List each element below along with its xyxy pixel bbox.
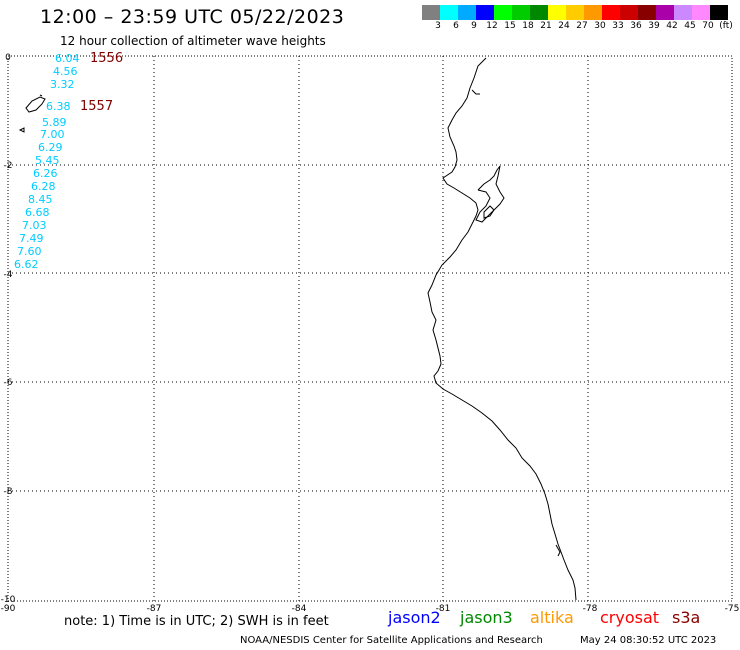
color-swatch <box>692 5 710 20</box>
lon-label-m75: -75 <box>725 604 740 614</box>
lat-label-0: 0 <box>5 53 11 63</box>
wave-height-label: 4.56 <box>53 65 78 78</box>
color-scale-label: 39 <box>648 21 660 31</box>
map-title: 12:00 – 23:59 UTC 05/22/2023 <box>40 6 345 28</box>
color-swatch <box>638 5 656 20</box>
wave-height-label: 8.45 <box>28 193 53 206</box>
color-scale-label: 33 <box>612 21 624 31</box>
color-scale-label: 9 <box>471 21 477 31</box>
footer-credit: NOAA/NESDIS Center for Satellite Applica… <box>240 635 543 646</box>
color-swatch <box>548 5 566 20</box>
color-swatch <box>620 5 638 20</box>
galapagos-small-island <box>18 127 25 133</box>
time-label-1557: 1557 <box>80 99 113 114</box>
legend-jason3: jason3 <box>460 608 513 627</box>
color-swatch <box>458 5 476 20</box>
lon-label-m90: -90 <box>1 604 16 614</box>
color-swatch <box>584 5 602 20</box>
color-scale-label: 70 <box>702 21 714 31</box>
wave-height-label: 6.38 <box>46 100 71 113</box>
color-swatch <box>656 5 674 20</box>
puna-island <box>483 205 495 219</box>
time-label-1556: 1556 <box>90 51 123 66</box>
color-scale-label: 21 <box>540 21 552 31</box>
wave-height-label: 6.26 <box>33 167 58 180</box>
plot-frame <box>7 55 733 602</box>
color-scale-label: 15 <box>504 21 516 31</box>
color-scale-bar <box>422 5 728 20</box>
color-swatch <box>710 5 728 20</box>
river-inlet <box>471 89 480 95</box>
wave-height-label: 6.04 <box>55 52 80 65</box>
color-swatch <box>602 5 620 20</box>
wave-height-label: 7.00 <box>40 128 65 141</box>
color-scale-label: 36 <box>630 21 642 31</box>
lon-label-m84: -84 <box>292 604 307 614</box>
lon-label-m81: -81 <box>436 604 451 614</box>
legend-s3a: s3a <box>672 608 701 627</box>
wave-height-label: 7.03 <box>22 219 47 232</box>
color-scale-label: 27 <box>576 21 588 31</box>
wave-height-label: 6.68 <box>25 206 50 219</box>
map-subtitle: 12 hour collection of altimeter wave hei… <box>60 34 326 48</box>
wave-height-label: 6.29 <box>38 141 63 154</box>
color-swatch <box>512 5 530 20</box>
footer-timestamp: May 24 08:30:52 UTC 2023 <box>580 635 717 646</box>
color-scale-label: 45 <box>684 21 696 31</box>
lat-label-m2: -2 <box>4 161 13 171</box>
wave-height-label: 3.32 <box>50 78 75 91</box>
color-scale-label: (ft) <box>719 21 733 31</box>
lon-label-m87: -87 <box>147 604 162 614</box>
altimeter-track: 6.044.563.32 6.38 5.897.006.295.456.266.28… <box>14 52 80 271</box>
color-scale-label: 24 <box>558 21 570 31</box>
wave-height-label: 7.60 <box>17 245 42 258</box>
wave-height-label: 7.49 <box>19 232 44 245</box>
color-scale-label: 30 <box>594 21 606 31</box>
wave-height-label: 5.89 <box>42 116 67 129</box>
legend-altika: altika <box>530 608 574 627</box>
coastline <box>427 57 577 601</box>
lat-label-m4: -4 <box>4 270 13 280</box>
galapagos-islet <box>39 94 43 97</box>
lat-label-m6: -6 <box>4 378 13 388</box>
wave-height-label: 6.62 <box>14 258 39 271</box>
color-scale-label: 42 <box>666 21 678 31</box>
color-scale-label: 18 <box>522 21 534 31</box>
small-inlet <box>555 544 561 557</box>
color-swatch <box>440 5 458 20</box>
color-swatch <box>476 5 494 20</box>
color-swatch <box>422 5 440 20</box>
wave-height-label: 5.45 <box>35 154 60 167</box>
color-swatch <box>494 5 512 20</box>
color-scale-label: 12 <box>486 21 498 31</box>
color-swatch <box>566 5 584 20</box>
lon-label-m78: -78 <box>583 604 598 614</box>
note-text: note: 1) Time is in UTC; 2) SWH is in fe… <box>64 614 329 629</box>
legend-jason2: jason2 <box>388 608 441 627</box>
color-swatch <box>674 5 692 20</box>
graticule <box>8 56 732 601</box>
lat-label-m10: -10 <box>1 595 16 605</box>
color-swatch <box>530 5 548 20</box>
color-scale-labels: 3 6 9 12 15 18 21 24 27 30 33 36 39 42 45 70 (ft) <box>422 21 740 33</box>
color-scale-label: 6 <box>453 21 459 31</box>
legend-cryosat: cryosat <box>600 608 660 627</box>
color-scale-label: 3 <box>435 21 441 31</box>
wave-height-label: 6.28 <box>31 180 56 193</box>
lat-label-m8: -8 <box>4 487 13 497</box>
galapagos-isabela-island <box>25 96 46 113</box>
gulf-of-guayaquil-shore <box>475 165 505 223</box>
